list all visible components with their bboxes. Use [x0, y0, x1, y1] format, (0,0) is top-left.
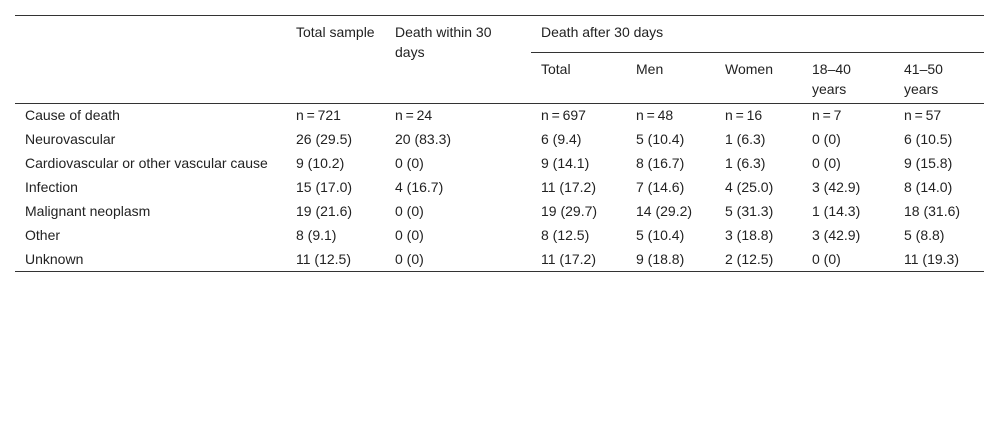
table-cell: n = 7 [812, 107, 842, 123]
table-cell: 19 (21.6) [296, 203, 353, 219]
table-cell: 5 (10.4) [636, 131, 685, 147]
row-label: Malignant neoplasm [25, 203, 151, 219]
row-label: Other [25, 227, 61, 243]
table-cell: 0 (0) [812, 251, 841, 267]
table-cell: 6 (9.4) [541, 131, 582, 147]
table-cell: n = 16 [725, 107, 763, 123]
subheader-men: Men [636, 61, 664, 77]
table-row: Infection 15 (17.0) 4 (16.7) 11 (17.2) 7 (14… [15, 175, 984, 199]
table-cell: 5 (10.4) [636, 227, 685, 243]
table-cell: 26 (29.5) [296, 131, 353, 147]
table-cell: 20 (83.3) [395, 131, 452, 147]
header-death-within-30: Death within 30 days [395, 24, 492, 60]
table-cell: 9 (14.1) [541, 155, 590, 171]
table-cell: 0 (0) [395, 155, 424, 171]
table-cell: 4 (16.7) [395, 179, 444, 195]
table-cell: 3 (18.8) [725, 227, 774, 243]
table-cell: 9 (18.8) [636, 251, 685, 267]
row-label: Unknown [25, 251, 84, 267]
table-cell: 18 (31.6) [904, 203, 961, 219]
table-cell: 1 (6.3) [725, 131, 766, 147]
table-cell: n = 721 [296, 107, 341, 123]
table-cell: 11 (17.2) [541, 251, 596, 267]
subheader-age-18-40: 18–40 years [812, 61, 851, 97]
table-row: Cardiovascular or other vascular cause 9 … [15, 151, 984, 175]
table-cell: 0 (0) [395, 203, 424, 219]
table-cell: n = 697 [541, 107, 586, 123]
header-death-after-30: Death after 30 days [531, 16, 984, 53]
table-cell: 0 (0) [812, 155, 841, 171]
table-cell: 2 (12.5) [725, 251, 774, 267]
table-cell: n = 24 [395, 107, 433, 123]
table-row: Other 8 (9.1) 0 (0) 8 (12.5) 5 (10.4) 3 (18.8… [15, 223, 984, 247]
table-cell: 5 (8.8) [904, 227, 945, 243]
table-cell: 6 (10.5) [904, 131, 953, 147]
table-cell: 11 (17.2) [541, 179, 596, 195]
table-cell: 14 (29.2) [636, 203, 693, 219]
table-body: Cause of death n = 721 n = 24 n = 697 n = 48… [15, 104, 984, 271]
table-row: Cause of death n = 721 n = 24 n = 697 n = 48… [15, 104, 984, 127]
table-cell: 8 (12.5) [541, 227, 590, 243]
row-label: Cause of death [25, 107, 120, 123]
table-cell: 3 (42.9) [812, 227, 861, 243]
header-empty-cell [15, 16, 286, 104]
subheader-age-41-50: 41–50 years [904, 61, 943, 97]
row-label: Infection [25, 179, 78, 195]
table-cell: 8 (16.7) [636, 155, 685, 171]
table-cell: 9 (15.8) [904, 155, 953, 171]
subheader-women: Women [725, 61, 773, 77]
table-cell: 4 (25.0) [725, 179, 774, 195]
table-cell: 19 (29.7) [541, 203, 598, 219]
table-cell: 8 (9.1) [296, 227, 337, 243]
table-cell: 15 (17.0) [296, 179, 353, 195]
table-cell: 0 (0) [395, 227, 424, 243]
table-cell: 11 (19.3) [904, 251, 959, 267]
header-total-sample: Total sample [296, 24, 375, 40]
table-cell: 7 (14.6) [636, 179, 685, 195]
table-cell: n = 57 [904, 107, 942, 123]
table-cell: 0 (0) [395, 251, 424, 267]
table-cell: 5 (31.3) [725, 203, 774, 219]
mortality-table: Total sample Death within 30 days Death … [15, 15, 984, 272]
table-row: Neurovascular 26 (29.5) 20 (83.3) 6 (9.4) 5 … [15, 127, 984, 151]
table-cell: 0 (0) [812, 131, 841, 147]
subheader-total: Total [541, 61, 571, 77]
table-cell: 8 (14.0) [904, 179, 953, 195]
table-cell: 9 (10.2) [296, 155, 345, 171]
table-row: Malignant neoplasm 19 (21.6) 0 (0) 19 (29.7… [15, 199, 984, 223]
table-cell: 11 (12.5) [296, 251, 351, 267]
table-cell: 1 (14.3) [812, 203, 861, 219]
row-label: Cardiovascular or other vascular cause [25, 155, 268, 171]
table-row: Unknown 11 (12.5) 0 (0) 11 (17.2) 9 (18.8) 2 … [15, 247, 984, 271]
table-cell: n = 48 [636, 107, 674, 123]
row-label: Neurovascular [25, 131, 116, 147]
table-cell: 3 (42.9) [812, 179, 861, 195]
table-cell: 1 (6.3) [725, 155, 766, 171]
